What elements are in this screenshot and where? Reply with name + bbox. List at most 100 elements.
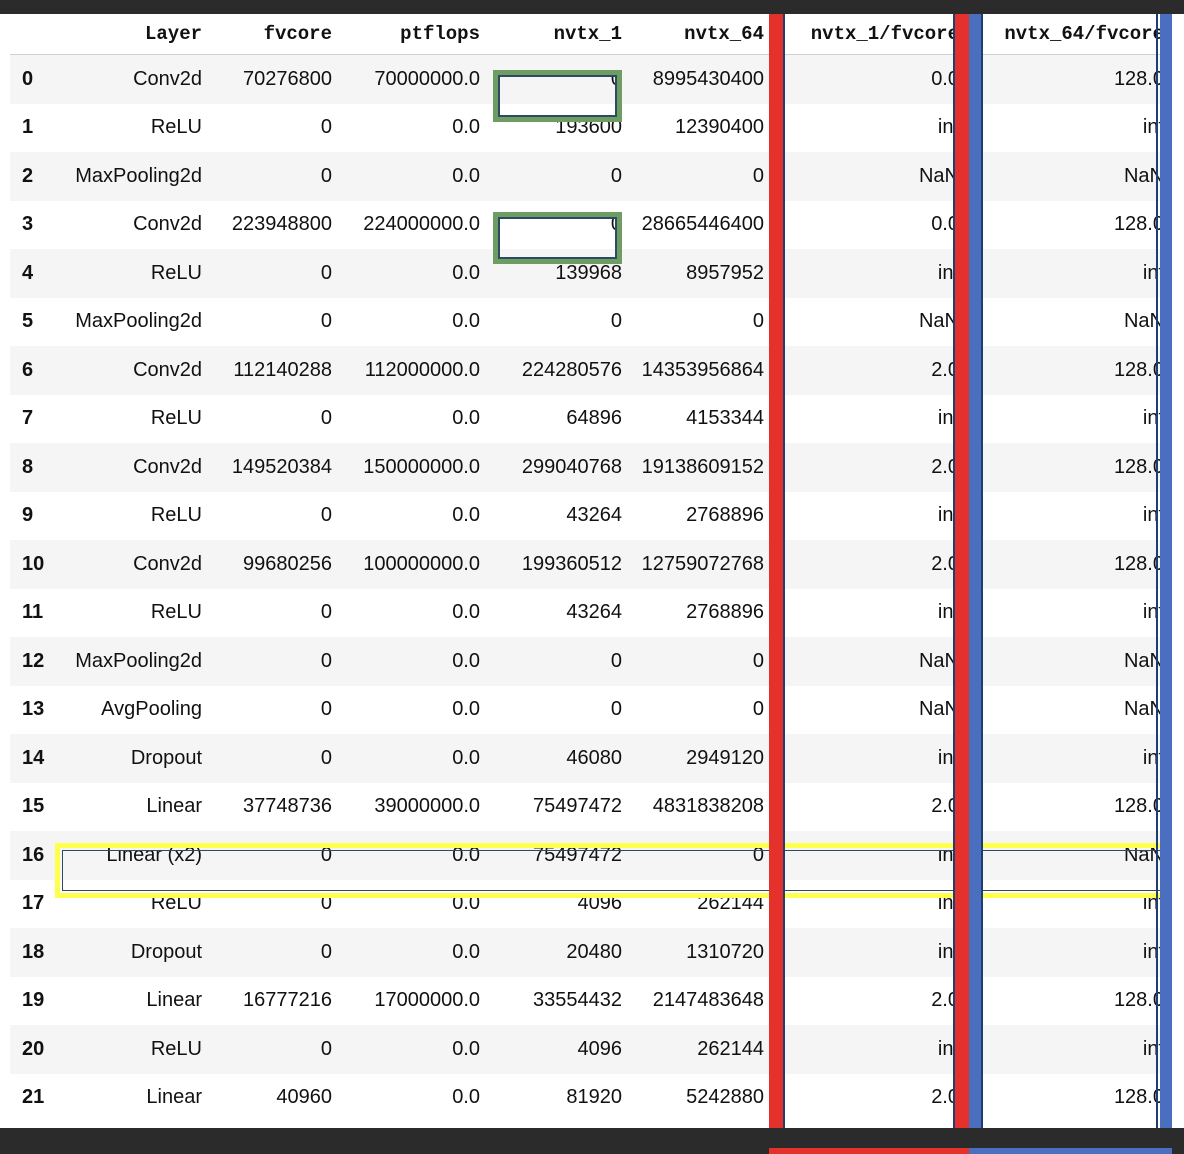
row-index: 2 [10, 152, 60, 201]
table-row: 2 MaxPooling2d 0 0.0 0 0 NaN NaN [10, 152, 1170, 201]
fvcore-cell: 0 [208, 297, 338, 346]
fvcore-cell: 0 [208, 831, 338, 880]
ptflops-cell: 224000000.0 [338, 200, 486, 249]
fvcore-cell: 149520384 [208, 443, 338, 492]
nvtx64-ratio-cell: inf [965, 928, 1170, 977]
nvtx1-cell: 193600 [486, 103, 628, 152]
row-index: 8 [10, 443, 60, 492]
nvtx64-cell: 2768896 [628, 588, 770, 637]
nvtx1-cell: 75497472 [486, 782, 628, 831]
nvtx64-cell: 2768896 [628, 491, 770, 540]
table-row: 16 Linear (x2) 0 0.0 75497472 0 inf NaN [10, 831, 1170, 880]
nvtx64-ratio-cell: NaN [965, 685, 1170, 734]
gutter [0, 14, 10, 1128]
nvtx1-cell: 0 [486, 54, 628, 104]
nvtx1-ratio-cell: inf [770, 103, 965, 152]
nvtx1-header: nvtx_1 [486, 14, 628, 55]
nvtx1-cell: 43264 [486, 491, 628, 540]
nvtx64-cell: 0 [628, 831, 770, 880]
layer-cell: ReLU [60, 588, 208, 637]
ptflops-cell: 70000000.0 [338, 54, 486, 104]
nvtx1-cell: 139968 [486, 249, 628, 298]
nvtx64-cell: 8995430400 [628, 54, 770, 104]
layer-cell: ReLU [60, 879, 208, 928]
fvcore-cell: 0 [208, 152, 338, 201]
nvtx1-cell: 224280576 [486, 346, 628, 395]
table-row: 5 MaxPooling2d 0 0.0 0 0 NaN NaN [10, 297, 1170, 346]
nvtx64-cell: 12759072768 [628, 540, 770, 589]
nvtx64-ratio-cell: NaN [965, 297, 1170, 346]
nvtx1-ratio-header: nvtx_1/fvcore [770, 14, 965, 55]
nvtx64-cell: 8957952 [628, 249, 770, 298]
row-index: 10 [10, 540, 60, 589]
nvtx1-ratio-cell: inf [770, 734, 965, 783]
nvtx64-ratio-cell: inf [965, 103, 1170, 152]
ptflops-cell: 0.0 [338, 879, 486, 928]
layer-cell: AvgPooling [60, 685, 208, 734]
row-index: 4 [10, 249, 60, 298]
fvcore-cell: 40960 [208, 1073, 338, 1122]
row-index: 14 [10, 734, 60, 783]
nvtx1-cell: 4096 [486, 1025, 628, 1074]
layer-cell: Linear [60, 782, 208, 831]
layer-cell: ReLU [60, 103, 208, 152]
nvtx1-cell: 4096 [486, 879, 628, 928]
nvtx1-cell: 43264 [486, 588, 628, 637]
nvtx1-cell: 299040768 [486, 443, 628, 492]
table-row: 15 Linear 37748736 39000000.0 75497472 483183… [10, 782, 1170, 831]
nvtx64-cell: 0 [628, 685, 770, 734]
nvtx1-cell: 199360512 [486, 540, 628, 589]
nvtx1-ratio-cell: 2.0 [770, 1073, 965, 1122]
row-index: 19 [10, 976, 60, 1025]
layer-cell: Conv2d [60, 54, 208, 104]
nvtx1-ratio-cell: 2.0 [770, 782, 965, 831]
nvtx64-ratio-cell: 128.0 [965, 782, 1170, 831]
row-index: 9 [10, 491, 60, 540]
nvtx1-ratio-cell: inf [770, 249, 965, 298]
ptflops-cell: 0.0 [338, 152, 486, 201]
nvtx64-cell: 262144 [628, 1025, 770, 1074]
table-body: 0 Conv2d 70276800 70000000.0 0 8995430400 0.0 1… [10, 54, 1170, 1122]
table-row: 11 ReLU 0 0.0 43264 2768896 inf inf [10, 588, 1170, 637]
bottom-bar [0, 1128, 1184, 1148]
nvtx64-cell: 4831838208 [628, 782, 770, 831]
nvtx64-ratio-cell: 128.0 [965, 200, 1170, 249]
layer-cell: Linear [60, 1073, 208, 1122]
row-index: 7 [10, 394, 60, 443]
nvtx64-cell: 2147483648 [628, 976, 770, 1025]
fvcore-header: fvcore [208, 14, 338, 55]
ptflops-cell: 0.0 [338, 637, 486, 686]
ptflops-cell: 0.0 [338, 1025, 486, 1074]
fvcore-cell: 99680256 [208, 540, 338, 589]
nvtx64-ratio-cell: 128.0 [965, 1073, 1170, 1122]
layer-cell: Conv2d [60, 200, 208, 249]
nvtx1-cell: 64896 [486, 394, 628, 443]
fvcore-cell: 0 [208, 879, 338, 928]
nvtx64-cell: 2949120 [628, 734, 770, 783]
row-index: 1 [10, 103, 60, 152]
nvtx64-ratio-cell: inf [965, 1025, 1170, 1074]
nvtx64-cell: 0 [628, 152, 770, 201]
fvcore-cell: 0 [208, 249, 338, 298]
nvtx64-cell: 4153344 [628, 394, 770, 443]
nvtx64-ratio-cell: 128.0 [965, 540, 1170, 589]
ptflops-cell: 17000000.0 [338, 976, 486, 1025]
nvtx1-ratio-cell: 0.0 [770, 200, 965, 249]
table-row: 13 AvgPooling 0 0.0 0 0 NaN NaN [10, 685, 1170, 734]
ptflops-cell: 112000000.0 [338, 346, 486, 395]
ptflops-cell: 0.0 [338, 1073, 486, 1122]
fvcore-cell: 0 [208, 685, 338, 734]
fvcore-cell: 0 [208, 928, 338, 977]
table-row: 8 Conv2d 149520384 150000000.0 299040768 1913… [10, 443, 1170, 492]
layer-cell: MaxPooling2d [60, 637, 208, 686]
nvtx64-cell: 1310720 [628, 928, 770, 977]
layer-cell: ReLU [60, 491, 208, 540]
dataframe-output: Layer fvcore ptflops nvtx_1 nvtx_64 nvtx_1/fv… [0, 14, 1184, 1154]
nvtx1-ratio-cell: NaN [770, 297, 965, 346]
header-row: Layer fvcore ptflops nvtx_1 nvtx_64 nvtx_1/fv… [10, 14, 1170, 55]
table-row: 6 Conv2d 112140288 112000000.0 224280576 1435… [10, 346, 1170, 395]
table-row: 12 MaxPooling2d 0 0.0 0 0 NaN NaN [10, 637, 1170, 686]
nvtx1-ratio-cell: NaN [770, 685, 965, 734]
layer-cell: Linear [60, 976, 208, 1025]
nvtx64-ratio-cell: 128.0 [965, 443, 1170, 492]
